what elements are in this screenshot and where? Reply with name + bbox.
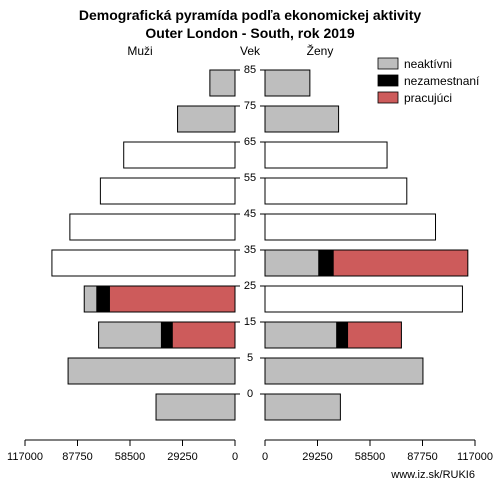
age-band-label-25: 25 <box>244 280 256 292</box>
age-label: Vek <box>240 44 261 58</box>
men-label: Muži <box>127 44 152 58</box>
pyramid-chart: Demografická pyramída podľa ekonomickej … <box>0 0 500 500</box>
age-band-label-0: 0 <box>247 388 253 400</box>
bar-men-35-seg0 <box>52 250 235 276</box>
legend-swatch-unemployed <box>378 75 398 86</box>
bar-women-75-seg0 <box>265 106 339 132</box>
women-label: Ženy <box>307 43 334 58</box>
x-tick-label-left-117000: 117000 <box>7 451 43 463</box>
age-band-label-45: 45 <box>244 208 256 220</box>
age-band-label-15: 15 <box>244 316 256 328</box>
bar-men-55-seg0 <box>100 178 235 204</box>
x-tick-label-right-0: 0 <box>262 451 268 463</box>
bar-men-65-seg0 <box>124 142 235 168</box>
legend-swatch-inactive <box>378 58 398 69</box>
bar-men-25-seg1 <box>97 286 110 312</box>
age-band-label-5: 5 <box>247 352 253 364</box>
x-tick-label-right-58500: 58500 <box>355 451 386 463</box>
legend-label-working: pracujúci <box>404 91 452 105</box>
bar-men-15-seg0 <box>172 322 235 348</box>
bar-men-85-seg0 <box>210 70 235 96</box>
x-tick-label-left-87750: 87750 <box>62 451 93 463</box>
age-band-label-35: 35 <box>244 244 256 256</box>
title-line-1: Demografická pyramída podľa ekonomickej … <box>79 7 422 23</box>
x-tick-label-right-117000: 117000 <box>457 451 493 463</box>
bar-men-75-seg0 <box>178 106 235 132</box>
bar-women-35-seg2 <box>333 250 468 276</box>
bar-women-0-seg0 <box>265 394 340 420</box>
x-tick-label-left-58500: 58500 <box>115 451 146 463</box>
x-tick-label-left-29250: 29250 <box>167 451 198 463</box>
bar-women-25-seg0 <box>265 286 462 312</box>
x-tick-label-left-0: 0 <box>232 451 238 463</box>
bar-women-35-seg0 <box>265 250 319 276</box>
chart-container: Demografická pyramída podľa ekonomickej … <box>0 0 500 500</box>
bar-women-65-seg0 <box>265 142 387 168</box>
bar-women-85-seg0 <box>265 70 310 96</box>
bar-men-15-seg2 <box>99 322 162 348</box>
bar-women-15-seg2 <box>348 322 402 348</box>
footer-source: www.iz.sk/RUKI6 <box>390 469 475 481</box>
x-tick-label-right-29250: 29250 <box>302 451 333 463</box>
age-band-label-65: 65 <box>244 136 256 148</box>
age-band-label-85: 85 <box>244 64 256 76</box>
title-line-2: Outer London - South, rok 2019 <box>145 25 354 41</box>
bar-men-15-seg1 <box>161 322 172 348</box>
bar-women-35-seg1 <box>319 250 333 276</box>
bar-women-55-seg0 <box>265 178 407 204</box>
bar-men-5-seg0 <box>68 358 235 384</box>
bar-men-0-seg0 <box>156 394 235 420</box>
bar-men-25-seg2 <box>84 286 97 312</box>
legend-label-inactive: neaktívni <box>404 57 452 71</box>
bar-men-25-seg0 <box>109 286 235 312</box>
age-band-label-75: 75 <box>244 100 256 112</box>
age-band-label-55: 55 <box>244 172 256 184</box>
bar-women-15-seg1 <box>337 322 348 348</box>
legend-swatch-working <box>378 92 398 103</box>
x-tick-label-right-87750: 87750 <box>407 451 438 463</box>
bar-men-45-seg0 <box>70 214 235 240</box>
bar-women-45-seg0 <box>265 214 436 240</box>
bar-women-5-seg0 <box>265 358 423 384</box>
bar-women-15-seg0 <box>265 322 337 348</box>
legend-label-unemployed: nezamestnaní <box>404 74 480 88</box>
